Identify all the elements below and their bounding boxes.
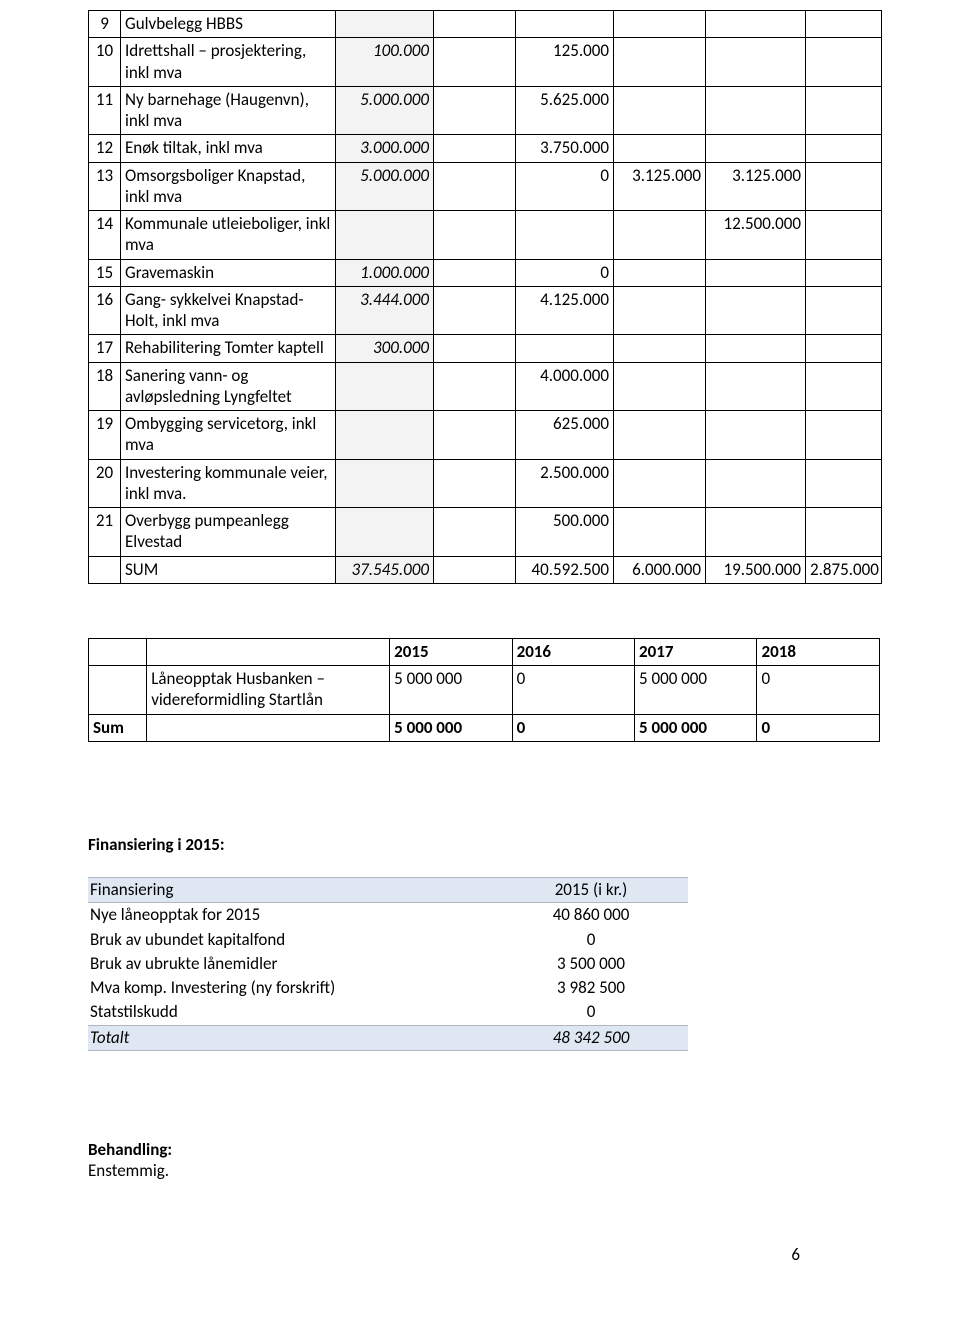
fin-col-year: 2015 (i kr.) [498, 878, 688, 903]
behandling-block: Behandling: Enstemmig. [88, 1139, 880, 1182]
cell: Bruk av ubundet kapitalfond [88, 928, 498, 952]
cell: 0 [757, 714, 880, 741]
financing-table: Finansiering 2015 (i kr.) Nye låneopptak… [88, 877, 688, 1051]
table-row: 11Ny barnehage (Haugenvn), inkl mva5.000… [89, 86, 882, 135]
table-row: 10Idrettshall – prosjektering, inkl mva1… [89, 38, 882, 87]
table-row: 14Kommunale utleieboliger, inkl mva12.50… [89, 211, 882, 260]
cell: 3 500 000 [498, 952, 688, 976]
year-2017: 2017 [635, 638, 757, 665]
table-row: Mva komp. Investering (ny forskrift)3 98… [88, 976, 688, 1000]
cell [147, 638, 390, 665]
sum-row: SUM37.545.00040.592.5006.000.00019.500.0… [89, 556, 882, 583]
cell: Nye låneopptak for 2015 [88, 903, 498, 928]
page-number: 6 [791, 1244, 800, 1265]
table-row: 12Enøk tiltak, inkl mva3.000.0003.750.00… [89, 135, 882, 162]
table-row: Statstilskudd0 [88, 1000, 688, 1025]
cell: Bruk av ubrukte lånemidler [88, 952, 498, 976]
table-row: 16Gang- sykkelvei Knapstad-Holt, inkl mv… [89, 286, 882, 335]
table-row: 18Sanering vann- og avløpsledning Lyngfe… [89, 362, 882, 411]
table-row: 20Investering kommunale veier, inkl mva.… [89, 459, 882, 508]
table-row: Nye låneopptak for 201540 860 000 [88, 903, 688, 928]
cell: Mva komp. Investering (ny forskrift) [88, 976, 498, 1000]
table-row: Totalt 48 342 500 [88, 1025, 688, 1050]
year-2016: 2016 [512, 638, 634, 665]
total-value: 48 342 500 [498, 1025, 688, 1050]
total-label: Totalt [88, 1025, 498, 1050]
table-row: Bruk av ubundet kapitalfond0 [88, 928, 688, 952]
year-2018: 2018 [757, 638, 880, 665]
cell [147, 714, 390, 741]
cell: 5 000 000 [390, 714, 512, 741]
table-row: Finansiering 2015 (i kr.) [88, 878, 688, 903]
fin-col-label: Finansiering [88, 878, 498, 903]
table-row: 9Gulvbelegg HBBS [89, 11, 882, 38]
table-row: 13Omsorgsboliger Knapstad, inkl mva5.000… [89, 162, 882, 211]
investment-table: 9Gulvbelegg HBBS10Idrettshall – prosjekt… [88, 10, 882, 584]
table-row: 17Rehabilitering Tomter kaptell300.000 [89, 335, 882, 362]
cell: 5 000 000 [635, 666, 757, 715]
cell: 0 [498, 1000, 688, 1025]
sum-label: Sum [89, 714, 147, 741]
loan-label: Låneopptak Husbanken – videreformidling … [147, 666, 390, 715]
cell [89, 638, 147, 665]
cell: 40 860 000 [498, 903, 688, 928]
financing-title: Finansiering i 2015: [88, 834, 880, 855]
table-row: Sum 5 000 000 0 5 000 000 0 [89, 714, 880, 741]
table-row: 2015 2016 2017 2018 [89, 638, 880, 665]
table-row: 21Overbygg pumpeanlegg Elvestad500.000 [89, 508, 882, 557]
cell: 0 [512, 714, 634, 741]
cell: 5 000 000 [390, 666, 512, 715]
behandling-label: Behandling: [88, 1139, 880, 1160]
table-row: 15Gravemaskin1.000.0000 [89, 259, 882, 286]
table-row: 19Ombygging servicetorg, inkl mva625.000 [89, 411, 882, 460]
cell: 3 982 500 [498, 976, 688, 1000]
cell: 0 [512, 666, 634, 715]
cell: 5 000 000 [635, 714, 757, 741]
cell [89, 666, 147, 715]
cell: 0 [757, 666, 880, 715]
cell: 0 [498, 928, 688, 952]
cell: Statstilskudd [88, 1000, 498, 1025]
loan-table: 2015 2016 2017 2018 Låneopptak Husbanken… [88, 638, 880, 742]
year-2015: 2015 [390, 638, 512, 665]
table-row: Låneopptak Husbanken – videreformidling … [89, 666, 880, 715]
table-row: Bruk av ubrukte lånemidler3 500 000 [88, 952, 688, 976]
behandling-text: Enstemmig. [88, 1160, 880, 1181]
